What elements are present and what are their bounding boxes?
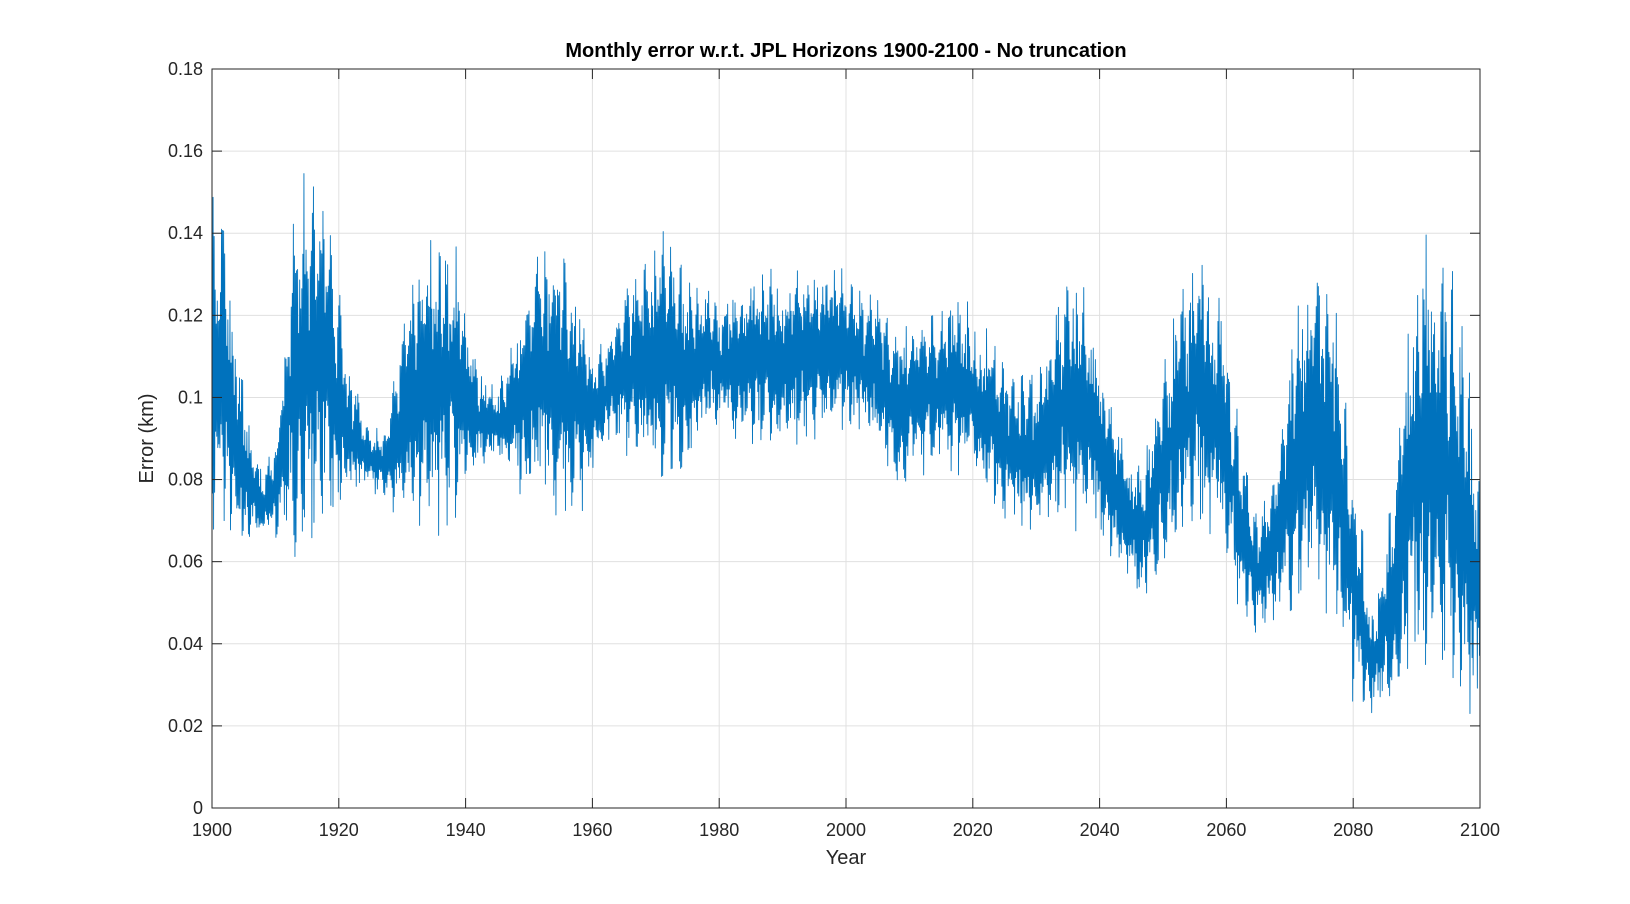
x-tick-label: 1940 — [446, 820, 486, 840]
y-tick-label: 0.04 — [168, 634, 203, 654]
x-tick-label: 1900 — [192, 820, 232, 840]
y-axis-label: Error (km) — [136, 394, 158, 484]
x-tick-labels: 1900 1920 1940 1960 1980 2000 2020 2040 2060 2080… — [192, 820, 1500, 840]
tick-marks — [211, 68, 1481, 809]
x-tick-label: 2100 — [1460, 820, 1500, 840]
x-tick-label: 1960 — [572, 820, 612, 840]
plot-area — [211, 173, 1481, 714]
y-tick-label: 0.12 — [168, 305, 203, 325]
x-tick-label: 1920 — [319, 820, 359, 840]
x-tick-label: 2000 — [826, 820, 866, 840]
y-tick-label: 0.02 — [168, 716, 203, 736]
x-tick-label: 2020 — [953, 820, 993, 840]
error-series-line — [211, 173, 1481, 714]
x-tick-label: 2080 — [1333, 820, 1373, 840]
y-tick-label: 0 — [193, 798, 203, 818]
x-tick-label: 2060 — [1206, 820, 1246, 840]
x-axis-label: Year — [826, 847, 867, 869]
chart-title: Monthly error w.r.t. JPL Horizons 1900-2… — [565, 40, 1126, 62]
y-tick-label: 0.06 — [168, 552, 203, 572]
x-tick-label: 1980 — [699, 820, 739, 840]
y-tick-label: 0.14 — [168, 223, 203, 243]
x-tick-label: 2040 — [1080, 820, 1120, 840]
y-tick-label: 0.18 — [168, 59, 203, 79]
y-tick-label: 0.16 — [168, 141, 203, 161]
y-tick-label: 0.1 — [178, 387, 203, 407]
y-tick-labels: 0 0.02 0.04 0.06 0.08 0.1 0.12 0.14 0.16 0.18 — [168, 59, 203, 818]
y-tick-label: 0.08 — [168, 470, 203, 490]
